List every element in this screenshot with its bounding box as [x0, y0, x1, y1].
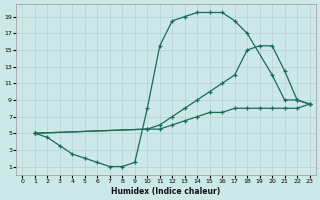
- X-axis label: Humidex (Indice chaleur): Humidex (Indice chaleur): [111, 187, 221, 196]
